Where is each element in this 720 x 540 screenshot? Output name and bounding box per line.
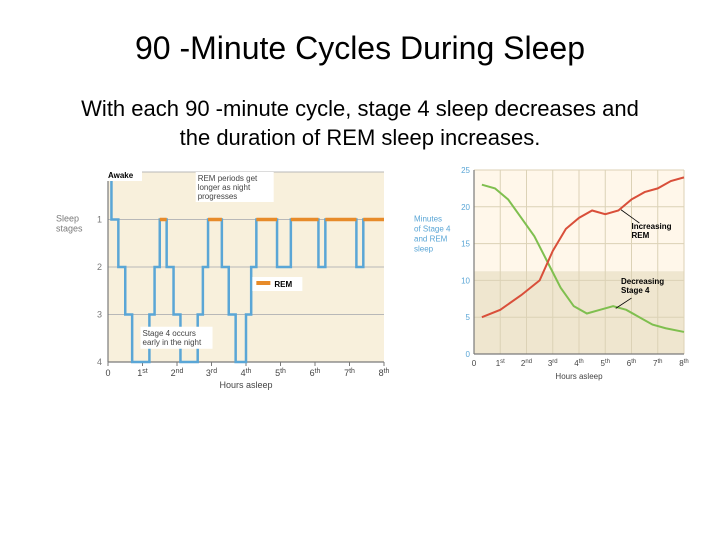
subtitle-text: With each 90 -minute cycle, stage 4 slee… bbox=[40, 95, 680, 152]
svg-text:0: 0 bbox=[472, 359, 477, 368]
svg-text:Minutesof Stage 4and REMsleep: Minutesof Stage 4and REMsleep bbox=[414, 215, 451, 254]
svg-text:Awake: Awake bbox=[108, 171, 134, 180]
svg-text:3rd: 3rd bbox=[206, 368, 217, 378]
svg-text:1st: 1st bbox=[496, 359, 505, 368]
svg-text:5th: 5th bbox=[601, 359, 610, 368]
svg-text:0: 0 bbox=[105, 368, 110, 378]
svg-text:8th: 8th bbox=[679, 359, 688, 368]
svg-text:3rd: 3rd bbox=[548, 359, 558, 368]
svg-text:2: 2 bbox=[97, 262, 102, 272]
svg-text:20: 20 bbox=[461, 203, 470, 212]
svg-text:3: 3 bbox=[97, 310, 102, 320]
svg-text:4th: 4th bbox=[574, 359, 583, 368]
svg-text:6th: 6th bbox=[627, 359, 636, 368]
sleep-stages-svg: 0 1st 2nd 3rd 4th 5th 6th 7th 8th 1 2 3 4 Sleepstages… bbox=[50, 162, 390, 392]
svg-text:5th: 5th bbox=[275, 368, 286, 378]
svg-text:4th: 4th bbox=[241, 368, 252, 378]
rem-stage4-chart: 0 5 10 15 20 25 0 1st 2nd 3rd 4th 5th 6th 7th 8th Minut… bbox=[410, 162, 690, 387]
svg-text:1: 1 bbox=[97, 215, 102, 225]
svg-text:6th: 6th bbox=[310, 368, 321, 378]
svg-text:7th: 7th bbox=[344, 368, 355, 378]
svg-text:5: 5 bbox=[466, 313, 471, 322]
svg-text:15: 15 bbox=[461, 240, 470, 249]
svg-text:2nd: 2nd bbox=[521, 359, 532, 368]
svg-text:1st: 1st bbox=[137, 368, 148, 378]
page-title: 90 -Minute Cycles During Sleep bbox=[40, 30, 680, 67]
sleep-stages-chart: 0 1st 2nd 3rd 4th 5th 6th 7th 8th 1 2 3 4 Sleepstages… bbox=[50, 162, 390, 397]
svg-text:Hours asleep: Hours asleep bbox=[219, 380, 272, 390]
slide: 90 -Minute Cycles During Sleep With each… bbox=[0, 0, 720, 540]
charts-row: 0 1st 2nd 3rd 4th 5th 6th 7th 8th 1 2 3 4 Sleepstages… bbox=[40, 162, 680, 397]
rem-stage4-svg: 0 5 10 15 20 25 0 1st 2nd 3rd 4th 5th 6th 7th 8th Minut… bbox=[410, 162, 690, 382]
svg-text:7th: 7th bbox=[653, 359, 662, 368]
svg-text:Hours asleep: Hours asleep bbox=[555, 372, 603, 381]
svg-text:0: 0 bbox=[466, 350, 471, 359]
svg-text:25: 25 bbox=[461, 166, 470, 175]
svg-text:REM: REM bbox=[274, 280, 292, 289]
svg-text:8th: 8th bbox=[379, 368, 390, 378]
svg-text:Stage 4 occursearly in the nig: Stage 4 occursearly in the night bbox=[143, 329, 202, 347]
svg-text:2nd: 2nd bbox=[171, 368, 184, 378]
svg-text:10: 10 bbox=[461, 277, 470, 286]
svg-text:4: 4 bbox=[97, 357, 102, 367]
svg-text:Sleepstages: Sleepstages bbox=[56, 214, 83, 234]
